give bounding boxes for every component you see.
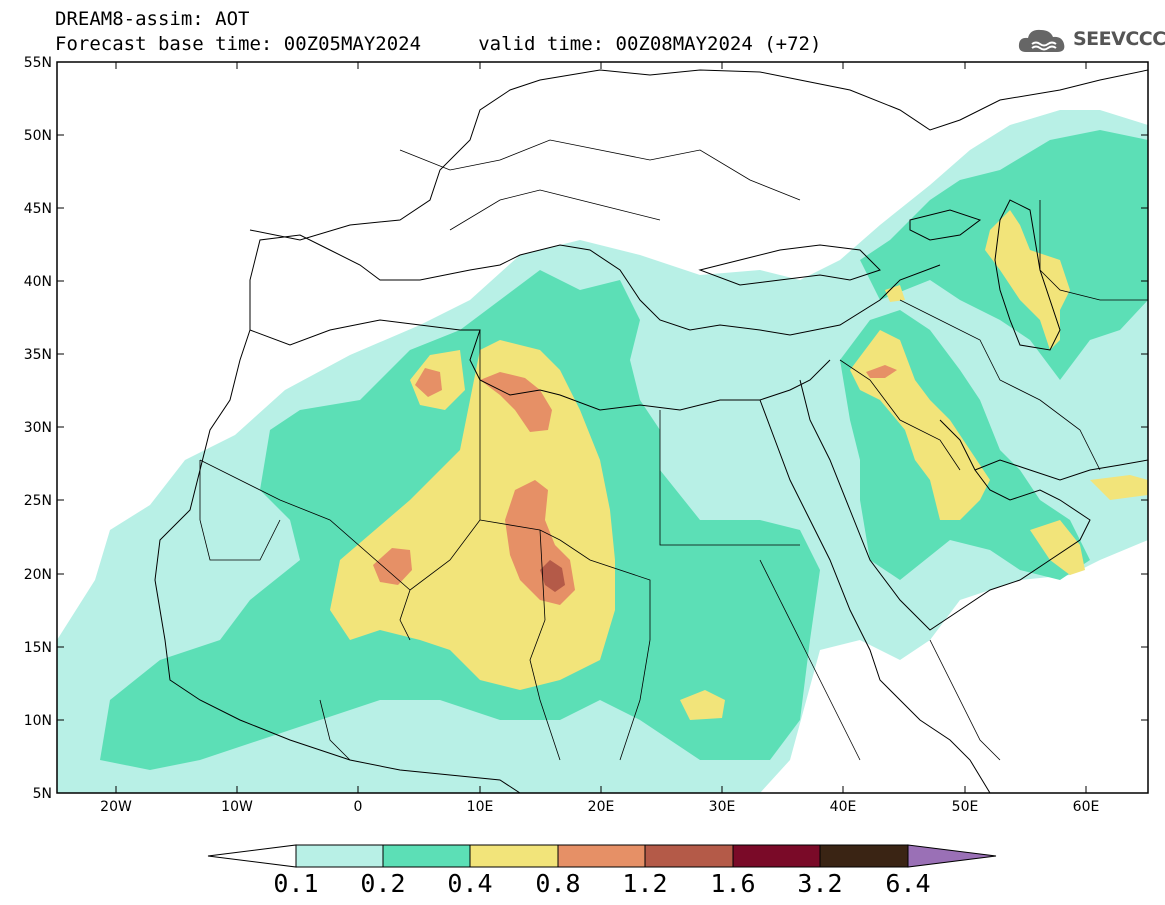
border-sudan-ethiopia xyxy=(759,559,861,761)
aot-contour-0.8 xyxy=(373,365,897,605)
colorbar-bin xyxy=(732,844,821,868)
colorbar-low-arrow xyxy=(207,844,297,868)
colorbar-bin xyxy=(644,844,734,868)
colorbar: 0.1 0.2 0.4 0.8 1.2 1.6 3.2 6.4 xyxy=(207,844,997,898)
border-central-asia xyxy=(1039,200,1148,301)
colorbar-bin xyxy=(382,844,471,868)
cloud-icon xyxy=(1018,29,1065,52)
black-sea-east xyxy=(909,209,982,241)
mediterranean-north-coast xyxy=(249,234,941,336)
lon-labels: 20W 10W 0 10E 20E 30E 40E 50E 60E xyxy=(100,799,1099,815)
arabian-peninsula-coast xyxy=(799,379,1091,631)
gulf-coast xyxy=(974,459,1148,481)
lat-label: 45N xyxy=(24,201,52,217)
caspian-sea xyxy=(994,199,1061,351)
lat-label: 25N xyxy=(24,493,52,509)
lon-label: 20E xyxy=(588,799,615,815)
lon-label: 10E xyxy=(467,799,494,815)
north-africa-coast xyxy=(249,319,831,411)
border-iran xyxy=(899,299,1101,471)
lon-label: 30E xyxy=(709,799,736,815)
aot-contour-1.2 xyxy=(540,560,565,592)
lon-label: 60E xyxy=(1073,799,1100,815)
lat-ticks xyxy=(57,61,1148,721)
border-egypt-sudan xyxy=(659,410,800,546)
border-europe-1 xyxy=(399,139,801,201)
colorbar-bin xyxy=(819,844,909,868)
west-africa-coast xyxy=(154,329,521,793)
colorbar-label: 0.1 xyxy=(273,869,318,898)
colorbar-bin xyxy=(295,844,384,868)
lon-label: 50E xyxy=(952,799,979,815)
forecast-time-subtitle: Forecast base time: 00Z05MAY2024 valid t… xyxy=(55,33,822,55)
border-niger-libya-chad xyxy=(479,519,651,640)
lon-label: 10W xyxy=(221,799,253,815)
map-title: DREAM8-assim: AOT xyxy=(55,8,250,30)
lon-label: 20W xyxy=(100,799,132,815)
colorbar-label: 6.4 xyxy=(885,869,930,898)
colorbar-bin xyxy=(469,844,559,868)
border-west-africa-1 xyxy=(319,699,351,761)
colorbar-label: 0.8 xyxy=(535,869,580,898)
lat-label: 50N xyxy=(24,128,52,144)
border-algeria-libya xyxy=(399,330,481,641)
colorbar-label: 1.2 xyxy=(622,869,667,898)
coastlines xyxy=(154,69,1148,793)
lat-label: 40N xyxy=(24,274,52,290)
colorbar-label: 0.4 xyxy=(447,869,492,898)
border-mauritania xyxy=(199,460,281,561)
border-mali-algeria xyxy=(199,459,411,591)
colorbar-bin xyxy=(557,844,646,868)
border-iraq-saudi xyxy=(839,359,961,471)
border-niger-chad xyxy=(529,529,561,761)
lon-label: 0 xyxy=(354,799,363,815)
red-sea-west-coast xyxy=(759,399,991,793)
border-horn xyxy=(929,639,1001,761)
colorbar-high-arrow xyxy=(907,844,997,868)
lat-label: 35N xyxy=(24,347,52,363)
lon-ticks xyxy=(115,62,1087,793)
colorbar-label: 3.2 xyxy=(797,869,842,898)
black-sea xyxy=(698,244,881,286)
colorbar-label: 0.2 xyxy=(360,869,405,898)
lat-label: 5N xyxy=(33,786,52,802)
europe-north-coast xyxy=(249,69,1148,241)
logo-text: SEEVCCC xyxy=(1073,28,1165,50)
lat-labels: 55N 50N 45N 40N 35N 30N 25N 20N 15N 10N … xyxy=(24,55,52,802)
lon-label: 40E xyxy=(830,799,857,815)
lat-label: 20N xyxy=(24,567,52,583)
lat-label: 55N xyxy=(24,55,52,71)
border-europe-2 xyxy=(449,189,661,231)
lat-label: 15N xyxy=(24,640,52,656)
lat-label: 10N xyxy=(24,713,52,729)
country-borders xyxy=(199,139,1148,761)
colorbar-label: 1.6 xyxy=(710,869,755,898)
seevccc-logo: SEEVCCC xyxy=(1016,24,1165,58)
border-chad-sudan xyxy=(619,639,651,761)
lat-label: 30N xyxy=(24,420,52,436)
